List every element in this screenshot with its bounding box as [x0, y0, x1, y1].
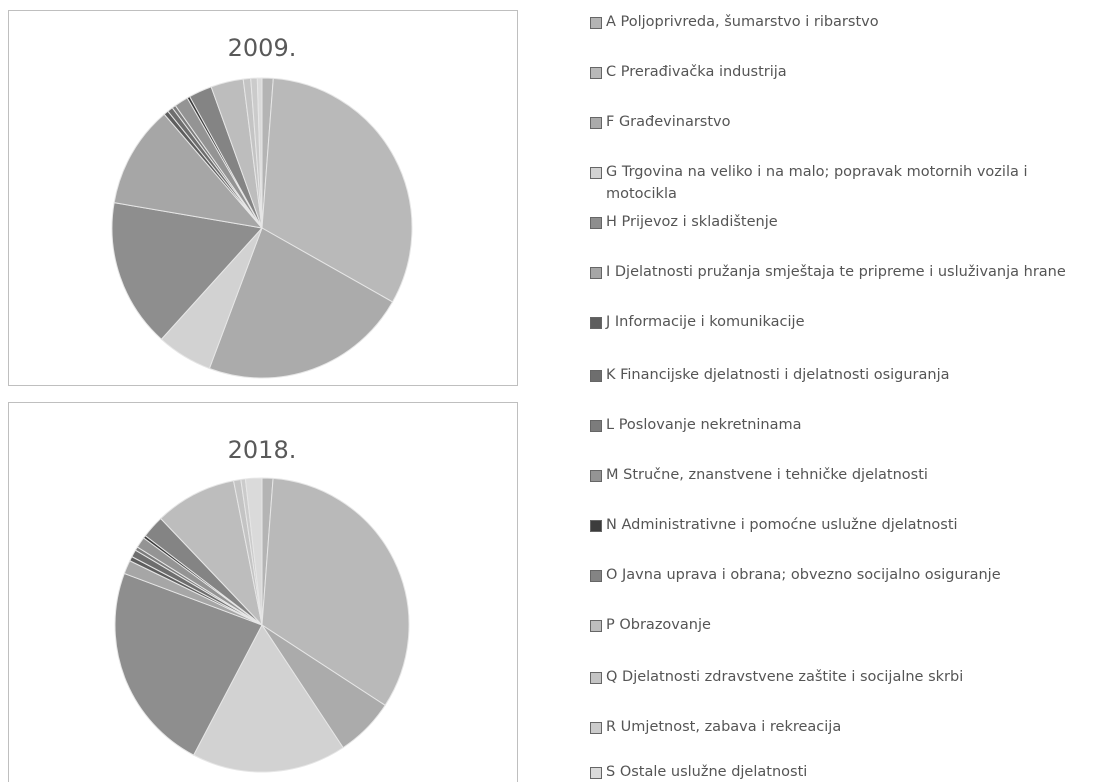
pie-slice — [244, 477, 263, 626]
legend-entry: I Djelatnosti pružanja smještaja te prip… — [590, 261, 1096, 283]
legend-entry: P Obrazovanje — [590, 614, 1096, 636]
legend-label: I Djelatnosti pružanja smještaja te prip… — [606, 264, 1066, 280]
legend-swatch — [590, 117, 602, 129]
legend-label: G Trgovina na veliko i na malo; popravak… — [606, 164, 1028, 202]
legend-swatch — [590, 470, 602, 482]
legend-label: K Financijske djelatnosti i djelatnosti … — [606, 367, 950, 383]
pie-slice — [114, 572, 263, 756]
legend-swatch — [590, 167, 602, 179]
chart-title: 2009. — [228, 34, 297, 62]
legend-swatch — [590, 672, 602, 684]
legend-swatch — [590, 370, 602, 382]
pie-slice — [261, 77, 413, 303]
legend-label: S Ostale uslužne djelatnosti — [606, 764, 808, 780]
legend-entry: K Financijske djelatnosti i djelatnosti … — [590, 364, 1096, 386]
legend-entry: M Stručne, znanstvene i tehničke djelatn… — [590, 464, 1096, 486]
pie-slice — [159, 480, 263, 627]
legend-swatch — [590, 420, 602, 432]
legend-label: C Prerađivačka industrija — [606, 64, 787, 80]
pie-slice — [111, 202, 263, 340]
pie-slice — [256, 77, 263, 229]
legend-swatch — [590, 267, 602, 279]
legend-entry: L Poslovanje nekretninama — [590, 414, 1096, 436]
legend-swatch — [590, 520, 602, 532]
legend-entry: F Građevinarstvo — [590, 111, 1096, 133]
legend-swatch — [590, 17, 602, 29]
legend-label: N Administrativne i pomoćne uslužne djel… — [606, 517, 958, 533]
chart-title: 2018. — [228, 436, 297, 464]
legend-entry: S Ostale uslužne djelatnosti — [590, 761, 1096, 783]
legend-label: R Umjetnost, zabava i rekreacija — [606, 719, 842, 735]
legend-label: P Obrazovanje — [606, 617, 711, 633]
legend-label: A Poljoprivreda, šumarstvo i ribarstvo — [606, 14, 879, 30]
legend-entry: H Prijevoz i skladištenje — [590, 211, 1096, 233]
legend-swatch — [590, 767, 602, 779]
legend-label: H Prijevoz i skladištenje — [606, 214, 778, 230]
legend-swatch — [590, 620, 602, 632]
pie-slice — [208, 227, 394, 379]
legend-label: Q Djelatnosti zdravstvene zaštite i soci… — [606, 669, 964, 685]
legend-swatch — [590, 570, 602, 582]
legend-swatch — [590, 217, 602, 229]
legend-entry: C Prerađivačka industrija — [590, 61, 1096, 83]
legend-entry: G Trgovina na veliko i na malo; popravak… — [590, 161, 1096, 205]
legend-swatch — [590, 317, 602, 329]
legend-label: M Stručne, znanstvene i tehničke djelatn… — [606, 467, 928, 483]
pie-slice — [192, 624, 344, 773]
legend-entry: R Umjetnost, zabava i rekreacija — [590, 716, 1096, 738]
legend-swatch — [590, 722, 602, 734]
pie-slice — [113, 113, 264, 229]
legend-label: J Informacije i komunikacije — [606, 314, 805, 330]
legend-label: L Poslovanje nekretninama — [606, 417, 802, 433]
legend-entry: A Poljoprivreda, šumarstvo i ribarstvo — [590, 11, 1096, 33]
legend-entry: N Administrativne i pomoćne uslužne djel… — [590, 514, 1096, 536]
legend-entry: J Informacije i komunikacije — [590, 311, 1096, 333]
legend-label: F Građevinarstvo — [606, 114, 731, 130]
legend-entry: Q Djelatnosti zdravstvene zaštite i soci… — [590, 666, 1096, 688]
legend-label: O Javna uprava i obrana; obvezno socijal… — [606, 567, 1001, 583]
legend-swatch — [590, 67, 602, 79]
legend-entry: O Javna uprava i obrana; obvezno socijal… — [590, 564, 1096, 586]
